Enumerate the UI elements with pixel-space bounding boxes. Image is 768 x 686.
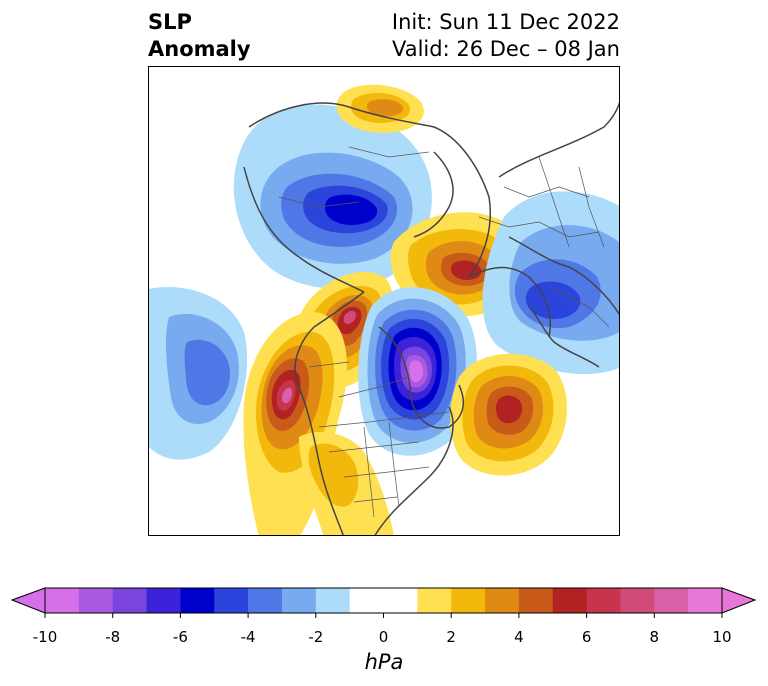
colorbar-tick-label: 6 <box>581 628 592 646</box>
anomaly-atlantic-high <box>450 353 567 476</box>
colorbar-tick-label: 10 <box>712 628 732 646</box>
colorbar-bin-3 <box>146 588 181 613</box>
anomaly-western-us-high <box>299 432 394 535</box>
colorbar-bin-10 <box>417 588 452 613</box>
anomaly-pacific-low <box>149 286 248 460</box>
colorbar-bin-7 <box>281 588 317 613</box>
colorbar-bin-6 <box>248 588 283 613</box>
map-title: SLP Anomaly <box>148 9 251 63</box>
map-svg <box>149 84 619 535</box>
valid-range-label: Valid: 26 Dec – 08 Jan <box>391 37 620 61</box>
colorbar-unit-label: hPa <box>364 650 404 674</box>
anomaly-siberia-low <box>233 104 432 289</box>
colorbar-under-arrow <box>10 587 46 614</box>
colorbar-bin-15 <box>586 588 621 613</box>
title-line-1: SLP <box>148 10 192 34</box>
colorbar-bin-0 <box>45 588 80 613</box>
colorbar-bin-13 <box>518 588 554 613</box>
colorbar-bin-2 <box>112 588 148 613</box>
colorbar-bin-12 <box>485 588 520 613</box>
colorbar-bin-5 <box>214 588 249 613</box>
colorbar-bin-11 <box>451 588 486 613</box>
colorbar-tick-label: -10 <box>32 628 58 646</box>
colorbar-bin-8 <box>315 588 351 613</box>
colorbar-bin-16 <box>620 588 655 613</box>
colorbar-tick-label: -6 <box>172 628 188 646</box>
colorbar-bin-9 <box>349 588 418 613</box>
run-info: Init: Sun 11 Dec 2022 Valid: 26 Dec – 08… <box>392 9 620 63</box>
title-line-2: Anomaly <box>148 37 251 61</box>
colorbar-tick-label: 4 <box>514 628 524 646</box>
coastlines <box>243 101 619 535</box>
colorbar-tick-label: 0 <box>378 628 389 646</box>
political-borders <box>278 146 610 518</box>
colorbar-bin-14 <box>552 588 588 613</box>
init-date-label: Init: Sun 11 Dec 2022 <box>391 10 620 34</box>
colorbar <box>10 587 757 618</box>
colorbar-over-arrow <box>721 587 757 614</box>
colorbar-bins <box>45 588 723 613</box>
colorbar-tick-label: -2 <box>308 628 324 646</box>
map-panel <box>148 66 620 536</box>
colorbar-tick-label: 8 <box>649 628 660 646</box>
colorbar-ticks <box>44 613 723 618</box>
colorbar-bin-4 <box>180 588 215 613</box>
colorbar-tick-label: -8 <box>105 628 121 646</box>
colorbar-tick-label: 2 <box>446 628 456 646</box>
colorbar-bin-1 <box>78 588 114 613</box>
colorbar-bin-17 <box>654 588 689 613</box>
anomaly-canada-low <box>358 287 477 456</box>
anomaly-europe-low <box>482 191 619 375</box>
colorbar-tick-label: -4 <box>240 628 256 646</box>
colorbar-bin-18 <box>688 588 723 613</box>
